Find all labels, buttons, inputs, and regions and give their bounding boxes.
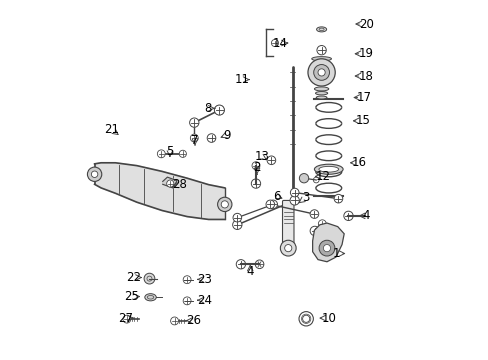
Ellipse shape — [314, 164, 343, 174]
Circle shape — [313, 64, 329, 80]
Circle shape — [91, 171, 98, 177]
Circle shape — [214, 105, 224, 115]
Circle shape — [316, 45, 325, 55]
Text: 5: 5 — [166, 145, 173, 158]
Text: 19: 19 — [358, 47, 372, 60]
Circle shape — [299, 174, 308, 183]
Circle shape — [333, 194, 342, 203]
Circle shape — [87, 167, 102, 181]
Text: 7: 7 — [191, 134, 198, 147]
Circle shape — [170, 317, 178, 325]
Text: 3: 3 — [301, 192, 308, 204]
Text: 23: 23 — [197, 273, 212, 286]
Ellipse shape — [318, 166, 338, 172]
Circle shape — [183, 276, 191, 284]
Circle shape — [189, 118, 199, 127]
Text: 25: 25 — [124, 290, 139, 303]
Circle shape — [251, 179, 260, 188]
Circle shape — [343, 211, 352, 221]
Text: 26: 26 — [186, 314, 201, 327]
Text: 9: 9 — [223, 129, 230, 142]
Circle shape — [319, 240, 334, 256]
Text: 22: 22 — [126, 271, 141, 284]
Circle shape — [122, 315, 131, 323]
Circle shape — [255, 260, 264, 269]
Circle shape — [144, 273, 155, 284]
Circle shape — [183, 297, 191, 305]
Circle shape — [265, 200, 274, 209]
Circle shape — [317, 69, 325, 76]
Polygon shape — [94, 163, 224, 220]
Circle shape — [318, 220, 325, 228]
Text: 21: 21 — [104, 123, 119, 136]
Text: 11: 11 — [234, 73, 249, 86]
Text: 16: 16 — [351, 156, 366, 169]
Text: 2: 2 — [253, 161, 260, 174]
Circle shape — [190, 134, 198, 142]
Text: 10: 10 — [321, 311, 336, 325]
Circle shape — [157, 150, 165, 158]
Text: 6: 6 — [272, 190, 280, 203]
Circle shape — [214, 105, 224, 115]
Text: 1: 1 — [331, 247, 339, 260]
Text: 4: 4 — [246, 265, 253, 278]
Text: 17: 17 — [356, 91, 371, 104]
Circle shape — [179, 150, 186, 157]
Text: 27: 27 — [118, 311, 133, 325]
Circle shape — [221, 201, 228, 208]
Circle shape — [232, 220, 242, 229]
Ellipse shape — [311, 57, 331, 61]
Text: 28: 28 — [171, 178, 186, 191]
Ellipse shape — [316, 27, 326, 32]
Text: 18: 18 — [358, 69, 372, 82]
Circle shape — [268, 200, 277, 209]
Polygon shape — [163, 177, 177, 188]
Circle shape — [290, 188, 298, 197]
FancyBboxPatch shape — [282, 201, 293, 249]
Circle shape — [217, 197, 231, 212]
Text: 13: 13 — [254, 150, 268, 163]
Circle shape — [271, 40, 278, 46]
Circle shape — [236, 260, 245, 269]
Text: 4: 4 — [362, 210, 369, 222]
Circle shape — [207, 134, 215, 142]
Circle shape — [266, 156, 275, 165]
Ellipse shape — [314, 87, 328, 91]
Polygon shape — [312, 223, 344, 262]
Circle shape — [309, 226, 319, 235]
Text: 14: 14 — [272, 36, 287, 50]
Text: 8: 8 — [204, 102, 211, 115]
Text: 15: 15 — [355, 114, 369, 127]
Circle shape — [289, 196, 299, 205]
Text: 20: 20 — [358, 18, 373, 31]
Circle shape — [284, 244, 291, 252]
Circle shape — [233, 213, 241, 222]
Circle shape — [307, 59, 335, 86]
Ellipse shape — [316, 96, 326, 99]
Circle shape — [309, 210, 318, 219]
Circle shape — [323, 244, 330, 252]
Circle shape — [298, 312, 313, 326]
Circle shape — [166, 180, 174, 187]
Text: 24: 24 — [197, 294, 212, 307]
Circle shape — [280, 240, 296, 256]
Circle shape — [251, 162, 260, 170]
Text: 12: 12 — [315, 170, 330, 183]
Ellipse shape — [315, 91, 327, 95]
Ellipse shape — [144, 294, 156, 301]
